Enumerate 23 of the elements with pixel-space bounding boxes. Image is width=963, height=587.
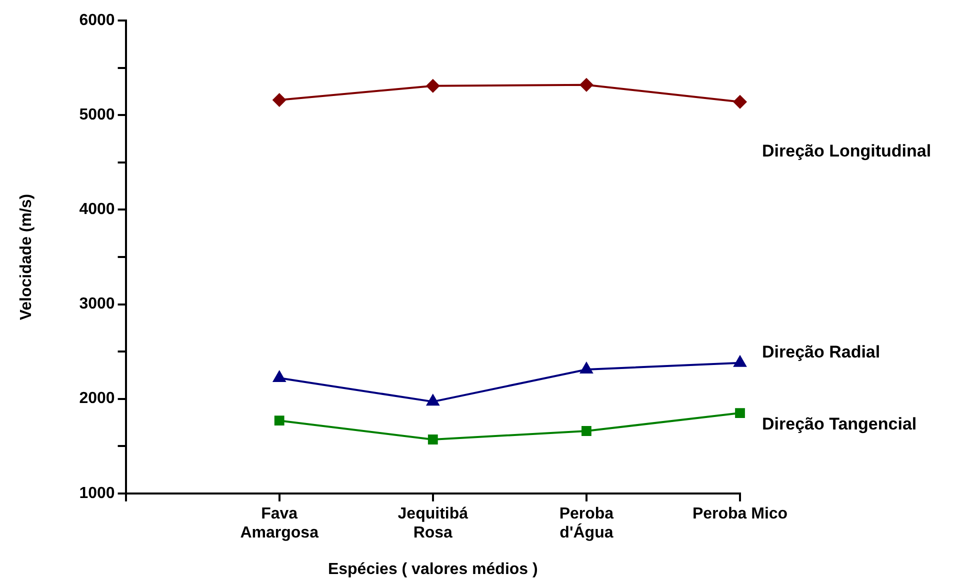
y-tick-label: 2000 [79,390,115,408]
x-axis-title: Espécies ( valores médios ) [328,560,538,578]
point [582,426,592,436]
x-tick-label: Peroba d'Água [559,505,614,542]
point [272,93,286,108]
point [428,434,438,444]
x-tick-label: Fava Amargosa [240,505,319,542]
series-label: Direção Tangencial [762,414,917,434]
y-tick-label: 5000 [79,106,115,124]
point [735,408,745,418]
point [426,78,440,93]
y-tick-label: 3000 [79,296,115,313]
y-tick-label: 1000 [79,484,115,502]
series-label: Direção Radial [762,342,880,362]
point [579,78,594,92]
point [733,94,747,109]
y-tick-label: 6000 [79,12,115,30]
point [274,416,284,426]
x-tick-label: Jequitibá Rosa [398,505,468,542]
text: Direção Longitudinal [762,142,932,161]
x-tick-label: Peroba Mico [692,505,788,522]
y-axis-title: Velocidade (m/s) [18,194,36,320]
y-tick-label: 4000 [79,201,115,218]
